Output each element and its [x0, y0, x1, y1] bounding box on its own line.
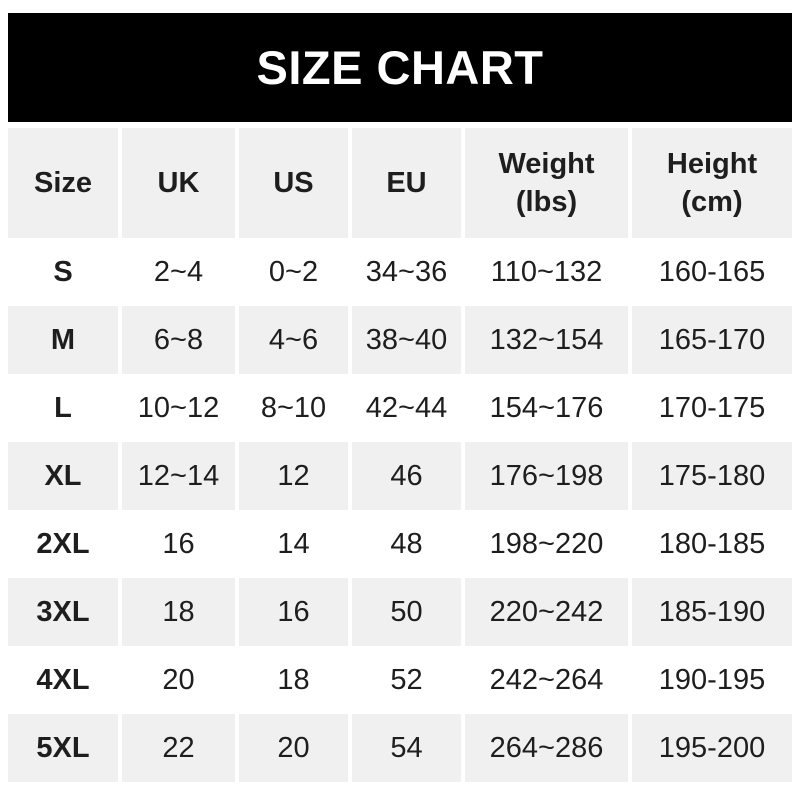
- value-cell: 0~2: [239, 238, 348, 306]
- value-cell: 12~14: [122, 442, 235, 510]
- column-label: EU: [386, 167, 427, 199]
- value-cell: 195-200: [632, 714, 792, 782]
- value-cell: 180-185: [632, 510, 792, 578]
- size-table: Size UK US EU Weight (lbs) Height (cm) S 2~4 0~2 34…: [8, 128, 792, 782]
- value-cell: 48: [352, 510, 461, 578]
- column-header-us: US: [239, 128, 348, 238]
- column-label: Size: [33, 167, 93, 199]
- size-label-cell: 5XL: [8, 714, 118, 782]
- value-cell: 42~44: [352, 374, 461, 442]
- size-label-cell: 2XL: [8, 510, 118, 578]
- value-cell: 16: [122, 510, 235, 578]
- value-cell: 185-190: [632, 578, 792, 646]
- value-cell: 198~220: [465, 510, 628, 578]
- value-cell: 14: [239, 510, 348, 578]
- column-header-size: Size: [8, 128, 118, 238]
- value-cell: 176~198: [465, 442, 628, 510]
- value-cell: 38~40: [352, 306, 461, 374]
- column-header-weight: Weight (lbs): [465, 128, 628, 238]
- value-cell: 20: [122, 646, 235, 714]
- value-cell: 175-180: [632, 442, 792, 510]
- value-cell: 2~4: [122, 238, 235, 306]
- page-title: SIZE CHART: [256, 41, 544, 94]
- value-cell: 8~10: [239, 374, 348, 442]
- value-cell: 50: [352, 578, 461, 646]
- value-cell: 34~36: [352, 238, 461, 306]
- value-cell: 170-175: [632, 374, 792, 442]
- column-label: Weight: [498, 148, 595, 180]
- value-cell: 4~6: [239, 306, 348, 374]
- value-cell: 52: [352, 646, 461, 714]
- size-label-cell: 3XL: [8, 578, 118, 646]
- column-header-height: Height (cm): [632, 128, 792, 238]
- value-cell: 6~8: [122, 306, 235, 374]
- value-cell: 16: [239, 578, 348, 646]
- value-cell: 190-195: [632, 646, 792, 714]
- value-cell: 46: [352, 442, 461, 510]
- value-cell: 18: [239, 646, 348, 714]
- value-cell: 154~176: [465, 374, 628, 442]
- value-cell: 12: [239, 442, 348, 510]
- value-cell: 242~264: [465, 646, 628, 714]
- column-label: US: [273, 167, 314, 199]
- value-cell: 110~132: [465, 238, 628, 306]
- size-label-cell: S: [8, 238, 118, 306]
- value-cell: 165-170: [632, 306, 792, 374]
- title-banner: SIZE CHART: [8, 13, 792, 122]
- value-cell: 220~242: [465, 578, 628, 646]
- value-cell: 264~286: [465, 714, 628, 782]
- value-cell: 132~154: [465, 306, 628, 374]
- value-cell: 18: [122, 578, 235, 646]
- column-header-uk: UK: [122, 128, 235, 238]
- value-cell: 54: [352, 714, 461, 782]
- size-label-cell: M: [8, 306, 118, 374]
- size-label-cell: L: [8, 374, 118, 442]
- column-header-eu: EU: [352, 128, 461, 238]
- column-sublabel: (lbs): [515, 186, 578, 218]
- value-cell: 160-165: [632, 238, 792, 306]
- column-sublabel: (cm): [681, 186, 743, 218]
- value-cell: 10~12: [122, 374, 235, 442]
- size-label-cell: 4XL: [8, 646, 118, 714]
- value-cell: 20: [239, 714, 348, 782]
- column-label: Height: [666, 148, 758, 180]
- value-cell: 22: [122, 714, 235, 782]
- column-label: UK: [157, 167, 200, 199]
- size-label-cell: XL: [8, 442, 118, 510]
